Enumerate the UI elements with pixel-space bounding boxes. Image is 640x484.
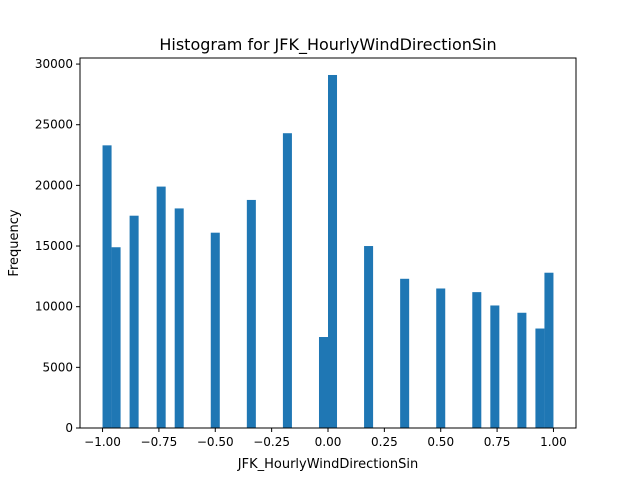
chart-title: Histogram for JFK_HourlyWindDirectionSin — [159, 35, 496, 55]
y-tick-label-2: 10000 — [35, 300, 73, 314]
y-tick-label-1: 5000 — [42, 360, 73, 374]
histogram-bar-15 — [517, 312, 527, 428]
y-axis: 0 5000 10000 15000 20000 25000 30000 — [35, 57, 80, 435]
histogram-bar-1 — [111, 247, 121, 428]
histogram-bar-5 — [210, 232, 220, 428]
x-tick-label-4: 0.00 — [315, 435, 342, 449]
histogram-bar-11 — [400, 278, 410, 428]
y-axis-label: Frequency — [7, 209, 22, 276]
histogram-bar-13 — [472, 292, 482, 428]
histogram-bar-4 — [174, 208, 184, 428]
x-tick-label-1: −0.75 — [141, 435, 178, 449]
y-tick-label-4: 20000 — [35, 178, 73, 192]
x-tick-label-5: 0.25 — [371, 435, 398, 449]
histogram-bar-10 — [364, 246, 374, 428]
histogram-bar-9 — [328, 74, 338, 428]
histogram-bar-2 — [129, 215, 139, 428]
x-tick-label-8: 1.00 — [540, 435, 567, 449]
histogram-bar-6 — [246, 199, 256, 428]
histogram-bar-8 — [318, 337, 328, 428]
x-tick-label-3: −0.25 — [253, 435, 290, 449]
y-tick-label-0: 0 — [65, 421, 73, 435]
x-axis: −1.00 −0.75 −0.50 −0.25 0.00 0.25 0.50 0.75 1.00 — [84, 428, 567, 449]
y-tick-label-6: 30000 — [35, 57, 73, 71]
y-tick-label-5: 25000 — [35, 118, 73, 132]
histogram-bar-3 — [156, 186, 166, 428]
plot-frame — [79, 57, 577, 429]
y-tick-label-3: 15000 — [35, 239, 73, 253]
x-axis-label: JFK_HourlyWindDirectionSin — [237, 457, 418, 472]
histogram-bar-0 — [102, 145, 112, 428]
histogram-bar-16 — [535, 328, 545, 428]
x-tick-label-0: −1.00 — [84, 435, 121, 449]
histogram-bar-14 — [490, 305, 500, 428]
x-tick-label-6: 0.50 — [427, 435, 454, 449]
histogram-bar-12 — [436, 288, 446, 428]
bars-layer — [102, 74, 554, 428]
histogram-bar-7 — [282, 133, 292, 428]
x-tick-label-7: 0.75 — [484, 435, 511, 449]
x-tick-label-2: −0.50 — [197, 435, 234, 449]
histogram-bar-17 — [544, 272, 554, 428]
